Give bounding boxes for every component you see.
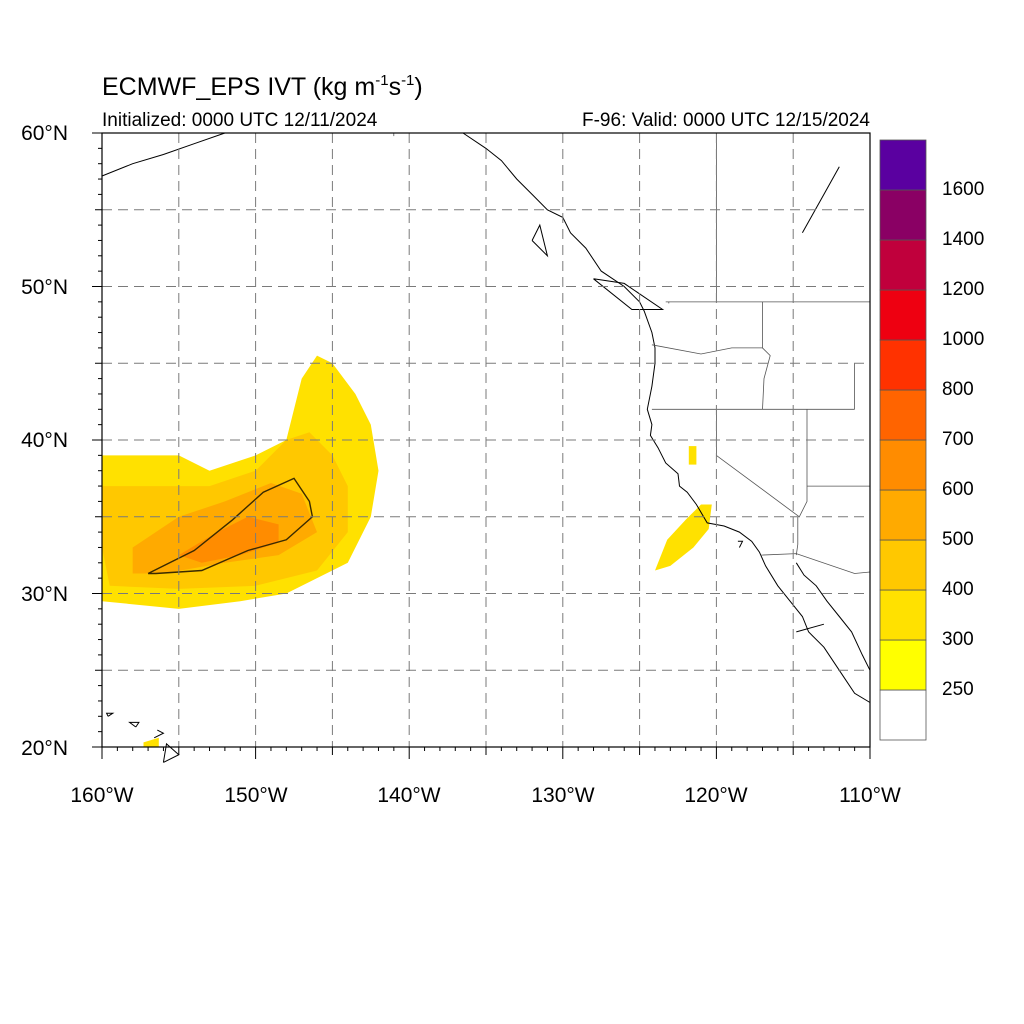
title-units: (kg m-1s-1) <box>312 72 423 101</box>
coastline-1 <box>462 132 871 703</box>
colorbar-label-400: 400 <box>942 579 974 600</box>
lat-label-20n: 20°N <box>21 737 68 760</box>
coastline-3 <box>801 166 840 234</box>
lon-label-140w: 140°W <box>377 784 441 807</box>
colorbar-swatch-5 <box>879 439 927 491</box>
initialized-time: Initialized: 0000 UTC 12/11/2024 <box>102 110 378 131</box>
colorbar-label-1400: 1400 <box>942 229 985 250</box>
border-3 <box>762 301 771 410</box>
lon-label-120w: 120°W <box>684 784 748 807</box>
colorbar-swatch-4 <box>879 489 927 541</box>
coastline-4 <box>796 623 825 633</box>
island-6 <box>737 540 744 548</box>
colorbar-swatch-3 <box>879 539 927 591</box>
valid-time: F-96: Valid: 0000 UTC 12/15/2024 <box>582 110 870 131</box>
ivt-shading <box>102 355 712 747</box>
colorbar-swatch-8 <box>879 289 927 341</box>
lon-label-150w: 150°W <box>224 784 288 807</box>
island-2 <box>128 721 140 728</box>
border-1 <box>651 344 763 355</box>
colorbar-swatch-7 <box>879 339 927 391</box>
colorbar-swatch-10 <box>879 189 927 241</box>
contour-line-500 <box>147 477 314 575</box>
lat-lon-grid <box>102 133 870 747</box>
chart-title: ECMWF_EPS IVT (kg m-1s-1) <box>102 72 423 102</box>
island-3 <box>105 712 115 717</box>
colorbar-label-800: 800 <box>942 379 974 400</box>
title-model: ECMWF_EPS <box>102 73 261 101</box>
title-variable: IVT <box>267 73 306 101</box>
colorbar-label-1600: 1600 <box>942 179 985 200</box>
colorbar-label-1000: 1000 <box>942 329 985 350</box>
coastline-2 <box>795 562 871 671</box>
colorbar-label-700: 700 <box>942 429 974 450</box>
lat-label-60n: 60°N <box>21 122 68 145</box>
lat-label-40n: 40°N <box>21 429 68 452</box>
border-8 <box>760 553 871 574</box>
axis-ticks <box>92 132 871 759</box>
colorbar-swatch-11 <box>879 139 927 191</box>
colorbar <box>879 139 927 741</box>
border-7 <box>795 516 799 556</box>
colorbar-label-1200: 1200 <box>942 279 985 300</box>
colorbar-swatch-0 <box>879 689 927 741</box>
colorbar-swatch-1 <box>879 639 927 691</box>
ivt-contour <box>147 477 314 575</box>
island-0 <box>162 742 180 763</box>
colorbar-label-500: 500 <box>942 529 974 550</box>
border-4 <box>716 409 800 518</box>
lon-label-160w: 160°W <box>70 784 134 807</box>
island-4 <box>593 278 665 310</box>
island-5 <box>531 223 549 258</box>
ivt-region-6 <box>143 737 159 747</box>
lon-label-110w: 110°W <box>839 784 901 807</box>
colorbar-label-250: 250 <box>942 679 974 700</box>
lon-label-130w: 130°W <box>531 784 595 807</box>
island-1 <box>153 729 165 739</box>
coastline-0 <box>101 132 226 177</box>
border-5 <box>798 409 808 517</box>
lat-label-50n: 50°N <box>21 276 68 299</box>
ivt-region-5 <box>688 446 697 465</box>
colorbar-swatch-6 <box>879 389 927 441</box>
ivt-region-4 <box>655 504 712 571</box>
ivt-region-3 <box>178 516 279 563</box>
colorbar-label-600: 600 <box>942 479 974 500</box>
lat-label-30n: 30°N <box>21 583 68 606</box>
colorbar-swatch-9 <box>879 239 927 291</box>
colorbar-label-300: 300 <box>942 629 974 650</box>
colorbar-swatch-2 <box>879 589 927 641</box>
